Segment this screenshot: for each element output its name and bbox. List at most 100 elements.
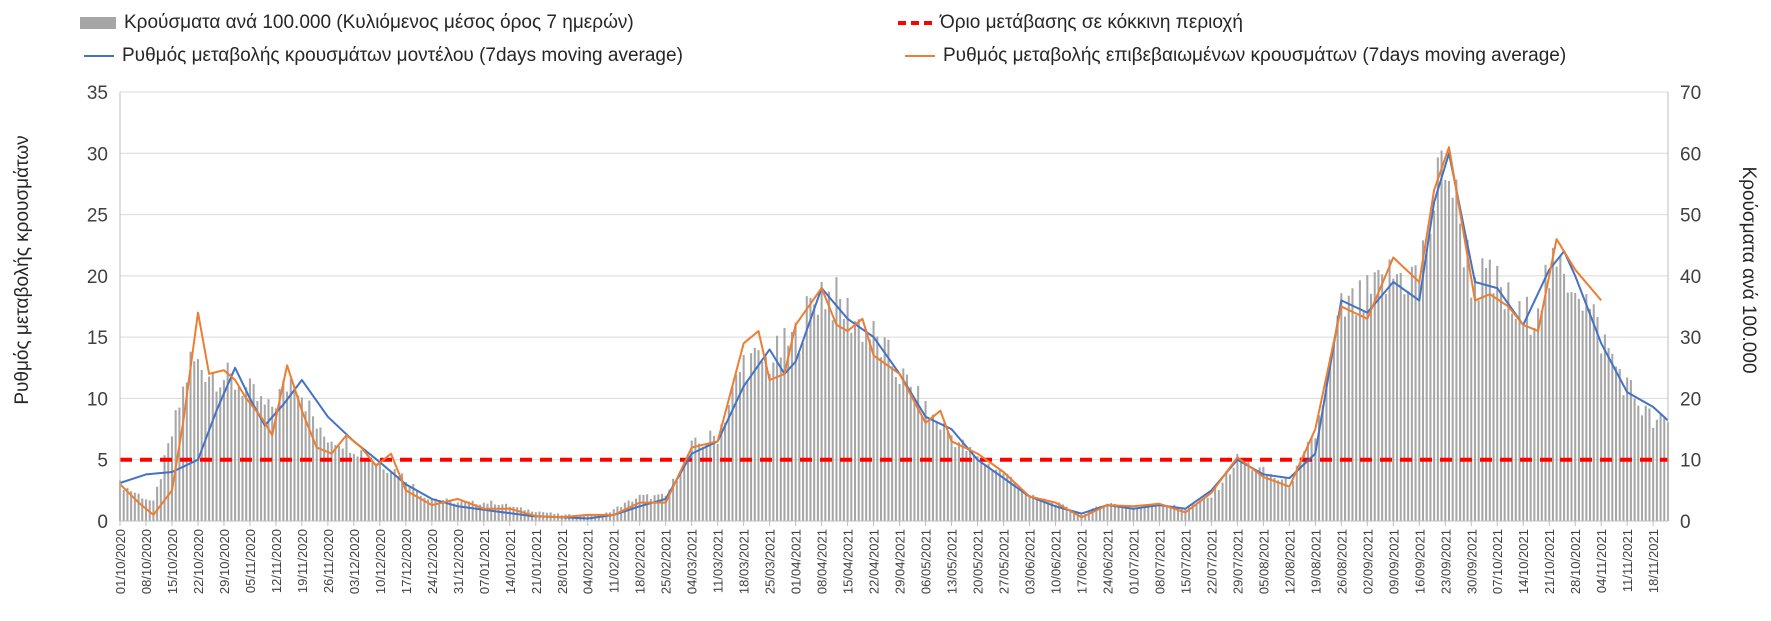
- legend-item-bars: Κρούσματα ανά 100.000 (Κυλιόμενος μέσος …: [80, 12, 634, 34]
- y-right-tick-label: 20: [1680, 389, 1701, 410]
- bar: [690, 440, 693, 521]
- x-tick-label: 10/06/2021: [1048, 529, 1063, 594]
- bar: [660, 493, 664, 521]
- bar: [597, 514, 600, 521]
- bar: [367, 458, 370, 521]
- bar: [404, 482, 407, 521]
- bar: [1496, 265, 1499, 521]
- bar: [686, 454, 689, 521]
- x-tick-label: 26/11/2020: [321, 529, 336, 593]
- x-tick-label: 24/12/2020: [425, 529, 440, 594]
- bar: [193, 361, 196, 521]
- bar: [1225, 471, 1228, 521]
- bar: [482, 502, 485, 521]
- bar: [1514, 318, 1517, 521]
- bar: [1462, 267, 1465, 521]
- bar: [1370, 293, 1373, 521]
- bar: [170, 436, 173, 521]
- x-tick-label: 03/06/2021: [1022, 529, 1037, 594]
- bar: [1091, 508, 1094, 521]
- bar: [1355, 315, 1358, 521]
- bar: [1184, 509, 1187, 521]
- bar: [805, 296, 808, 521]
- bar: [1258, 467, 1261, 521]
- bar: [163, 455, 166, 521]
- bar: [1318, 415, 1321, 521]
- bar: [1280, 479, 1283, 521]
- bar: [954, 447, 957, 521]
- bar: [1499, 287, 1502, 521]
- bar: [872, 320, 875, 521]
- bar: [969, 446, 972, 521]
- x-tick-label: 22/07/2021: [1204, 529, 1219, 594]
- x-tick-label: 01/04/2021: [789, 529, 804, 594]
- bar: [445, 498, 448, 521]
- bar: [389, 472, 393, 521]
- bar-series: [118, 150, 1670, 522]
- bar: [1054, 504, 1057, 521]
- bar: [1470, 297, 1473, 521]
- bar: [1221, 482, 1224, 521]
- bar: [976, 456, 979, 521]
- bar: [657, 494, 660, 521]
- bar: [983, 465, 986, 521]
- bar: [1455, 179, 1458, 521]
- bar: [382, 469, 385, 521]
- x-tick-label: 08/04/2021: [815, 529, 830, 594]
- bar: [1065, 506, 1068, 521]
- bar: [1117, 505, 1120, 521]
- bar: [861, 341, 864, 521]
- bar: [794, 322, 797, 521]
- bar: [378, 463, 381, 521]
- bar: [1266, 474, 1269, 521]
- bar: [356, 456, 359, 521]
- bar: [456, 502, 459, 521]
- bar: [712, 435, 715, 521]
- bar: [1577, 298, 1580, 521]
- bar: [731, 386, 734, 521]
- bar: [816, 314, 819, 521]
- bar: [282, 380, 285, 521]
- bar: [705, 443, 708, 521]
- bar: [1436, 157, 1439, 521]
- bar: [423, 497, 426, 521]
- left-axis-ticks: 0 5 10 15 20 25 30 35: [87, 83, 108, 533]
- line-series: [119, 146, 1669, 520]
- bar: [620, 506, 623, 521]
- bar: [601, 514, 604, 521]
- bar: [772, 362, 775, 521]
- bar: [1566, 292, 1569, 521]
- bar: [946, 432, 949, 521]
- x-tick-label: 03/12/2020: [347, 529, 362, 594]
- bar: [1310, 436, 1313, 521]
- y-right-tick-label: 50: [1680, 206, 1701, 227]
- bar: [757, 350, 760, 521]
- bar: [724, 422, 727, 521]
- x-tick-label: 01/07/2021: [1126, 529, 1141, 594]
- x-tick-label: 06/05/2021: [919, 529, 934, 594]
- bar: [271, 406, 274, 521]
- bar: [152, 500, 155, 521]
- bar: [230, 373, 233, 521]
- bar: [182, 386, 185, 521]
- bar: [330, 441, 333, 521]
- bar: [1150, 505, 1154, 521]
- x-tick-label: 21/10/2021: [1542, 529, 1557, 594]
- bar: [1351, 288, 1354, 521]
- model-rate-line: [119, 152, 1669, 520]
- bar: [185, 382, 188, 521]
- bar: [319, 427, 322, 521]
- bar: [475, 504, 478, 521]
- bar: [905, 374, 909, 521]
- bar: [846, 297, 849, 521]
- bar: [315, 428, 318, 521]
- bar: [1663, 416, 1666, 521]
- bar: [1132, 508, 1135, 521]
- y-left-tick-label: 15: [87, 328, 108, 349]
- x-tick-label: 15/10/2020: [165, 529, 180, 594]
- bar: [1395, 274, 1399, 521]
- bar: [1247, 462, 1250, 521]
- bar: [1618, 368, 1621, 521]
- bar: [1511, 313, 1514, 521]
- bar: [1581, 310, 1584, 521]
